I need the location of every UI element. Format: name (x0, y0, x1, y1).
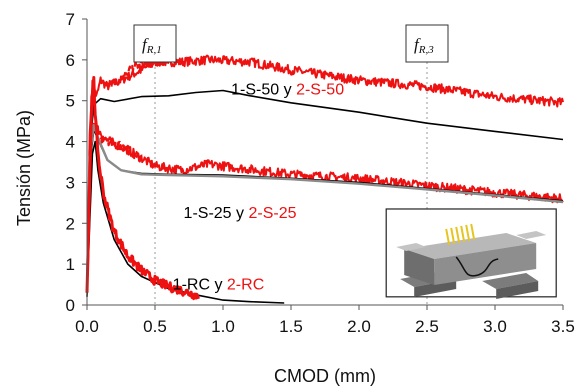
inset-photo (385, 208, 557, 299)
beam-front (434, 242, 537, 285)
y-tick-label: 1 (66, 255, 75, 274)
gauge (450, 227, 456, 245)
series-annotation: 1-S-50 y 2-S-50 (231, 82, 344, 99)
series-line (85, 124, 564, 293)
x-tick-label: 3.5 (551, 317, 575, 336)
y-axis-title: Tensión (MPa) (14, 110, 34, 226)
gauge (465, 224, 471, 242)
specimen-drawing (396, 223, 547, 299)
y-tick-label: 3 (66, 173, 75, 192)
y-tick-label: 5 (66, 92, 75, 111)
x-tick-label: 0.5 (143, 317, 167, 336)
series-line (106, 56, 170, 89)
marker-labels: fR,1 fR,3 (133, 24, 449, 63)
support-left-side (414, 278, 457, 297)
block-left (396, 242, 427, 251)
series-layer (85, 54, 564, 304)
axes (86, 19, 563, 306)
x-tick-label: 3.0 (483, 317, 507, 336)
support-right-side (496, 280, 539, 299)
x-tick-label: 1.0 (211, 317, 235, 336)
series-line (85, 76, 200, 301)
marker-label: fR,3 (414, 35, 434, 56)
x-axis-title: CMOD (mm) (274, 366, 376, 386)
gauge (460, 225, 466, 243)
y-tick-label: 7 (66, 10, 75, 29)
beam-top (404, 232, 537, 259)
beam-end (404, 248, 435, 285)
support-right (482, 272, 539, 289)
x-tick-label: 1.5 (279, 317, 303, 336)
y-tick-label: 0 (66, 296, 75, 315)
gauge (455, 226, 461, 244)
y-tick-label: 6 (66, 51, 75, 70)
block-right (516, 230, 547, 239)
marker-box (405, 24, 449, 63)
x-tick-label: 2.0 (347, 317, 371, 336)
series-annotation: 1-S-25 y 2-S-25 (184, 205, 297, 222)
series-line (86, 140, 285, 304)
x-tick-label: 0.0 (75, 317, 99, 336)
y-tick-label: 4 (66, 133, 75, 152)
cable (455, 256, 499, 277)
y-tick-label: 2 (66, 214, 75, 233)
x-tick-label: 2.5 (415, 317, 439, 336)
marker-label: fR,1 (142, 35, 162, 56)
annotations: 1-S-50 y 2-S-50 1-S-25 y 2-S-25 1-RC y 2-R… (173, 82, 345, 294)
tick-labels: 0 1 2 3 4 5 6 7 0.0 0.5 1.0 1.5 2.0 2.5 3.0 3.5 (66, 10, 575, 336)
gauge (470, 223, 476, 241)
series-line (99, 135, 143, 163)
series-annotation: 1-RC y 2-RC (173, 276, 265, 293)
marker-box (133, 24, 177, 63)
gauge (445, 228, 451, 246)
